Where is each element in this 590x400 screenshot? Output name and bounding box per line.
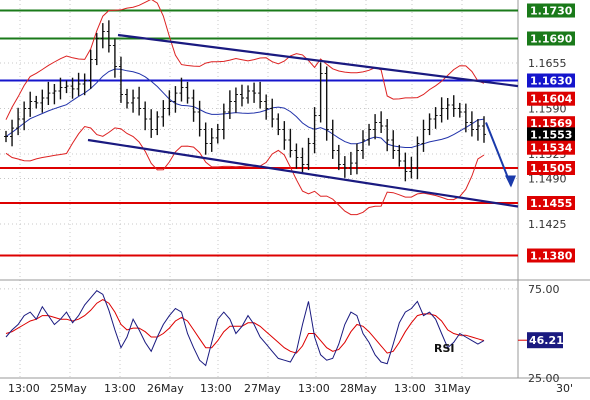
bollinger-bands [5, 0, 485, 216]
price-tag-label: 1.1690 [530, 33, 573, 46]
price-tag [527, 196, 575, 210]
price-tick-label: 1.1425 [528, 218, 567, 231]
moving-average [5, 68, 485, 148]
price-tag-label: 1.1505 [530, 162, 572, 175]
price-bars [4, 20, 486, 182]
time-tick-label: 31May [434, 382, 471, 395]
price-tag [527, 127, 575, 142]
price-tag [527, 3, 575, 18]
price-tag [527, 116, 575, 131]
price-tag-label: 1.1534 [530, 142, 573, 155]
price-tag [527, 73, 575, 88]
timeframe-label: 30' [556, 382, 573, 395]
channel-upper-line [117, 33, 519, 88]
channel-lower-line [87, 138, 519, 208]
time-tick-label: 13:00 [104, 382, 136, 395]
rsi-tick-label: 25.00 [528, 372, 560, 385]
time-tick-label: 26May [147, 382, 184, 395]
trend-channel [87, 33, 519, 208]
price-tag-label: 1.1553 [530, 128, 572, 141]
price-tag-label: 1.1455 [530, 197, 572, 210]
time-tick-label: 13:00 [8, 382, 40, 395]
price-tick-label: 1.1590 [528, 103, 567, 116]
rsi-panel: 75.00 25.00 RSI 46.21 [5, 283, 564, 385]
bollinger-upper [5, 0, 485, 120]
rsi-label: RSI [434, 342, 455, 355]
time-tick-label: 27May [244, 382, 281, 395]
price-tag-label: 1.1630 [530, 75, 573, 88]
grid [0, 0, 590, 379]
horizontal-levels [0, 9, 518, 257]
rsi-value-label: 46.21 [529, 334, 564, 347]
price-tags: 1.17301.16901.16301.16041.15691.15531.15… [527, 3, 575, 263]
price-tag-label: 1.1730 [530, 5, 573, 18]
price-tick-label: 1.1655 [528, 57, 567, 70]
forecast-arrow [485, 122, 516, 188]
time-tick-label: 25May [50, 382, 87, 395]
rsi-value-tag [527, 332, 563, 349]
arrow-head [505, 175, 516, 188]
price-tag-label: 1.1569 [530, 117, 572, 130]
price-tag [527, 31, 575, 46]
price-tick-label: 1.1490 [528, 173, 567, 186]
time-tick-label: 13:00 [394, 382, 426, 395]
time-tick-label: 13:00 [200, 382, 232, 395]
price-tag [527, 140, 575, 155]
bollinger-lower [5, 125, 485, 216]
rsi-line [5, 290, 485, 367]
price-tag-label: 1.1380 [530, 250, 573, 263]
time-tick-label: 28May [340, 382, 377, 395]
price-tag [527, 161, 575, 175]
price-tag [527, 248, 575, 263]
rsi-tick-label: 75.00 [528, 283, 560, 296]
time-axis: 13:00 25May 13:00 26May 13:00 27May 13:00 28May… [8, 382, 573, 395]
rsi-signal-line [5, 299, 485, 354]
forecast-path [485, 122, 512, 186]
price-tag [527, 91, 575, 106]
time-tick-label: 13:00 [298, 382, 330, 395]
price-tag-label: 1.1604 [530, 93, 573, 106]
